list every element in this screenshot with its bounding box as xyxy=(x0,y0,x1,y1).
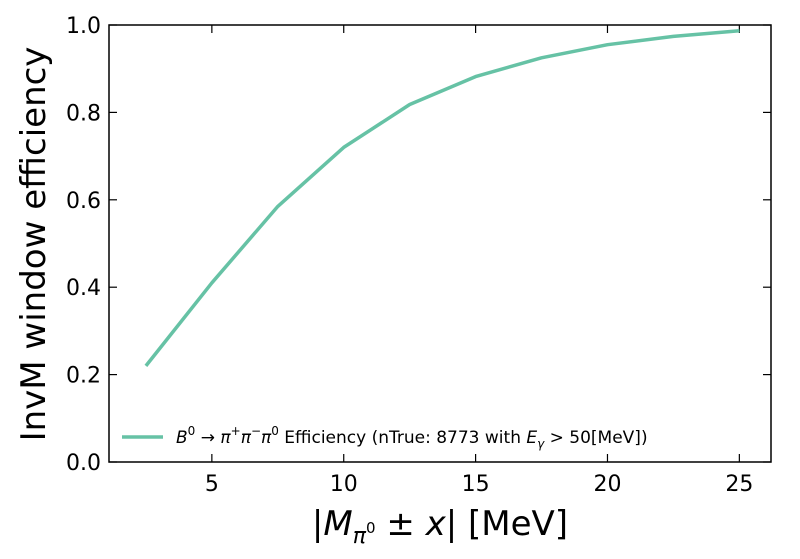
y-tick-label: 0.8 xyxy=(66,101,101,126)
y-tick-label: 0.2 xyxy=(66,364,101,389)
efficiency-series-line xyxy=(144,28,740,367)
x-tick-label: 5 xyxy=(205,472,219,497)
y-tick-label: 1.0 xyxy=(66,14,101,39)
x-tick-label: 20 xyxy=(593,472,621,497)
x-ticks: 5 10 15 20 25 xyxy=(205,25,753,497)
y-tick-label: 0.6 xyxy=(66,189,101,214)
y-ticks: 0.0 0.2 0.4 0.6 0.8 1.0 xyxy=(66,14,771,476)
legend: B0 → π+π−π0 Efficiency (nTrue: 8773 with… xyxy=(122,424,648,451)
x-axis-label: |Mπ0 ± x| [MeV] xyxy=(312,504,568,549)
x-tick-label: 25 xyxy=(725,472,753,497)
series-layer xyxy=(144,28,740,367)
y-tick-label: 0.0 xyxy=(66,451,101,476)
x-tick-label: 15 xyxy=(462,472,490,497)
x-tick-label: 10 xyxy=(330,472,358,497)
legend-entry-label: B0 → π+π−π0 Efficiency (nTrue: 8773 with… xyxy=(176,424,648,451)
y-axis-label: InvM window efficiency xyxy=(14,47,54,442)
plot-frame xyxy=(108,24,772,463)
y-tick-label: 0.4 xyxy=(66,276,101,301)
